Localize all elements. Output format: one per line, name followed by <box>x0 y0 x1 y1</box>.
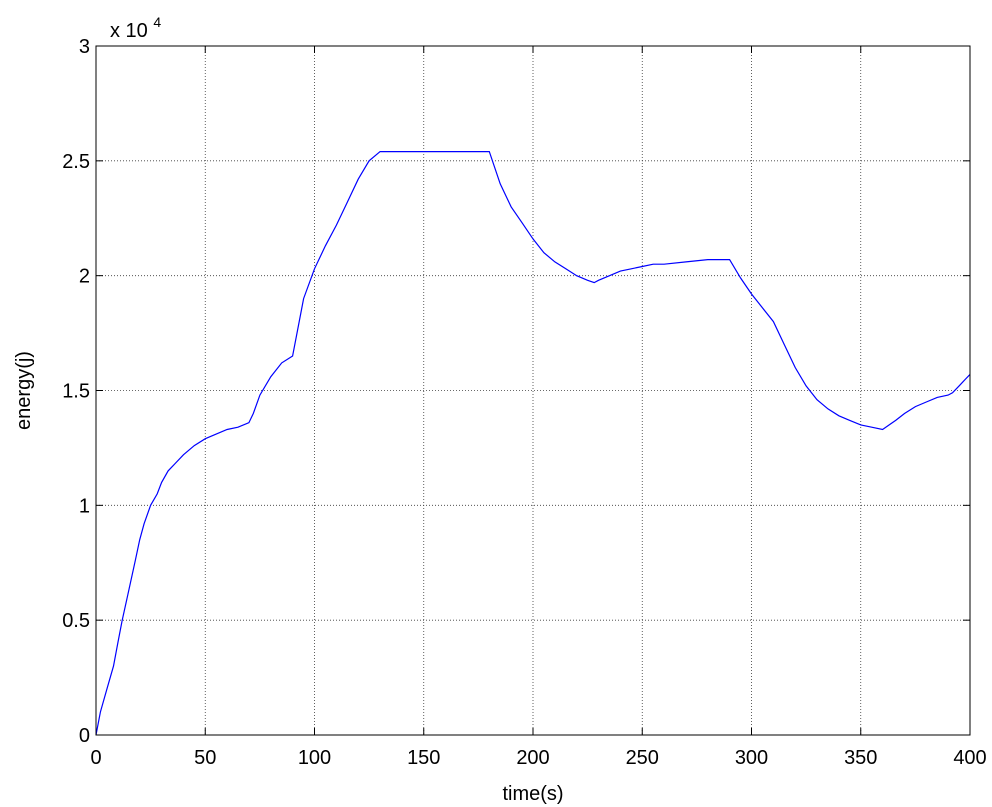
y-tick-label: 1 <box>79 495 90 517</box>
tick-marks <box>95 45 971 736</box>
y-tick-label: 2.5 <box>62 151 90 173</box>
series-line-0 <box>95 151 971 736</box>
y-tick-label: 2 <box>79 266 90 288</box>
tick-labels: 0 50 100 150 200 250 300 350 400 0 0.5 1 1.5 2 2.5 3 <box>62 36 987 769</box>
x-tick-label: 200 <box>516 747 549 769</box>
x-tick-label: 50 <box>194 747 216 769</box>
y-tick-label: 0 <box>79 725 90 747</box>
plot-frame <box>95 45 971 736</box>
x-tick-label: 0 <box>90 747 101 769</box>
y-exponent-base: x 10 <box>110 20 148 42</box>
series-layer <box>95 151 971 736</box>
y-tick-label: 0.5 <box>62 610 90 632</box>
y-exponent-power: 4 <box>153 14 161 30</box>
grid-lines <box>96 46 970 735</box>
x-tick-label: 100 <box>298 747 331 769</box>
y-tick-label: 1.5 <box>62 381 90 403</box>
x-tick-label: 250 <box>626 747 659 769</box>
x-axis-title: time(s) <box>502 783 563 805</box>
y-tick-label: 3 <box>79 36 90 58</box>
x-tick-label: 400 <box>953 747 986 769</box>
y-axis-title: energy(j) <box>13 351 35 430</box>
x-tick-label: 150 <box>407 747 440 769</box>
x-tick-label: 300 <box>735 747 768 769</box>
y-axis-exponent: x 10 4 <box>110 14 161 42</box>
x-tick-label: 350 <box>844 747 877 769</box>
